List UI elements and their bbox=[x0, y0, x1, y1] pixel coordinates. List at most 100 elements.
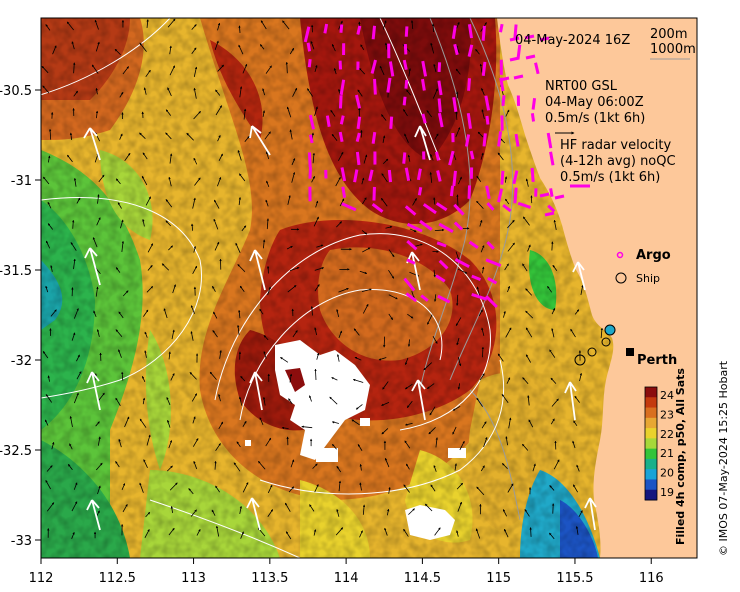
model-arrow bbox=[168, 245, 173, 251]
model-arrow bbox=[480, 465, 485, 472]
model-arrow bbox=[218, 153, 223, 161]
radar-arrow bbox=[437, 62, 442, 73]
model-arrow bbox=[357, 89, 363, 97]
model-arrow bbox=[239, 86, 243, 98]
model-arrow bbox=[44, 419, 49, 426]
model-arrow bbox=[525, 288, 533, 296]
model-arrow bbox=[218, 394, 221, 402]
model-arrow bbox=[388, 313, 394, 321]
model-arrow bbox=[262, 110, 266, 117]
model-arrow bbox=[457, 501, 462, 512]
radar-arrow bbox=[449, 185, 455, 197]
model-arrow bbox=[427, 314, 433, 325]
model-arrow bbox=[240, 375, 246, 382]
model-arrow bbox=[286, 106, 292, 118]
radar-arrow bbox=[524, 34, 535, 40]
radar-arrow bbox=[338, 95, 343, 109]
radar-arrow bbox=[402, 152, 407, 164]
model-arrow bbox=[338, 330, 342, 339]
model-arrow bbox=[45, 240, 51, 249]
model-arrow bbox=[410, 20, 414, 29]
radar-arrow bbox=[436, 241, 447, 248]
model-arrow bbox=[172, 284, 176, 294]
model-arrow bbox=[553, 459, 560, 470]
model-arrow bbox=[47, 223, 54, 230]
model-arrow bbox=[336, 309, 340, 318]
model-arrow bbox=[547, 285, 553, 293]
radar-arrow bbox=[371, 202, 384, 213]
model-arrow bbox=[217, 64, 224, 72]
radar-arrow bbox=[471, 293, 488, 301]
model-arrow bbox=[267, 484, 273, 494]
radar-arrow bbox=[386, 77, 392, 93]
model-arrow bbox=[285, 531, 292, 540]
radar-arrow bbox=[547, 204, 556, 213]
model-arrow bbox=[483, 436, 488, 448]
radar-arrow bbox=[406, 240, 418, 251]
model-arrow bbox=[381, 114, 387, 121]
model-arrow bbox=[292, 87, 298, 97]
model-arrow bbox=[287, 285, 297, 293]
model-arrow bbox=[329, 396, 338, 405]
model-arrow bbox=[45, 285, 49, 293]
model-arrow bbox=[362, 303, 369, 314]
model-arrow bbox=[264, 131, 271, 140]
radar-arrow bbox=[452, 170, 457, 187]
model-arrow bbox=[476, 286, 480, 296]
model-arrow bbox=[475, 528, 481, 539]
radar-arrow bbox=[405, 292, 418, 303]
radar-arrow bbox=[308, 167, 312, 179]
model-arrow bbox=[214, 40, 219, 51]
model-arrow bbox=[335, 527, 344, 536]
model-arrow bbox=[285, 61, 289, 74]
model-arrow bbox=[46, 502, 55, 512]
model-arrow bbox=[457, 268, 468, 274]
model-arrow bbox=[313, 529, 317, 536]
model-arrow bbox=[119, 133, 123, 140]
model-arrow bbox=[45, 394, 53, 403]
model-arrow bbox=[359, 463, 362, 471]
model-arrow bbox=[262, 88, 266, 96]
model-arrow bbox=[95, 462, 103, 471]
model-arrow bbox=[66, 21, 74, 31]
model-arrow bbox=[336, 508, 340, 517]
radar-arrow bbox=[453, 221, 464, 231]
radar-arrow bbox=[513, 187, 518, 204]
cloud-mask-patches bbox=[245, 340, 466, 540]
model-arrow bbox=[212, 285, 216, 292]
model-arrow bbox=[424, 503, 433, 512]
model-arrow bbox=[97, 194, 100, 204]
model-arrow bbox=[412, 198, 417, 206]
model-arrow bbox=[92, 237, 98, 248]
model-arrow bbox=[456, 45, 460, 53]
model-arrow bbox=[267, 286, 271, 296]
model-arrow bbox=[452, 426, 457, 435]
radar-arrow bbox=[481, 61, 487, 76]
model-arrow bbox=[71, 501, 78, 512]
model-arrow bbox=[481, 88, 485, 96]
model-arrow bbox=[169, 65, 176, 76]
radar-arrow bbox=[467, 24, 473, 39]
model-arrow bbox=[551, 398, 559, 407]
model-arrow bbox=[209, 371, 217, 380]
radar-arrow bbox=[481, 25, 486, 41]
model-arrow bbox=[52, 45, 57, 55]
model-arrow bbox=[309, 395, 312, 402]
model-arrow bbox=[522, 216, 530, 226]
model-arrow bbox=[95, 87, 98, 95]
model-arrow bbox=[352, 378, 364, 383]
lon-tick-label: 112 bbox=[29, 571, 54, 586]
radar-arrow bbox=[514, 133, 520, 147]
model-arrow bbox=[139, 418, 147, 428]
model-arrow bbox=[456, 482, 463, 490]
model-arrow bbox=[191, 24, 197, 30]
model-arrow bbox=[407, 313, 414, 319]
model-scale-label: 0.5m/s (1kt 6h) bbox=[545, 111, 645, 126]
radar-arrow bbox=[356, 116, 362, 130]
model-arrow bbox=[213, 311, 218, 319]
model-arrow bbox=[550, 418, 555, 425]
model-arrow bbox=[549, 532, 555, 540]
model-arrow bbox=[145, 511, 151, 518]
radar-arrow bbox=[306, 42, 312, 52]
model-arrow bbox=[239, 173, 246, 182]
